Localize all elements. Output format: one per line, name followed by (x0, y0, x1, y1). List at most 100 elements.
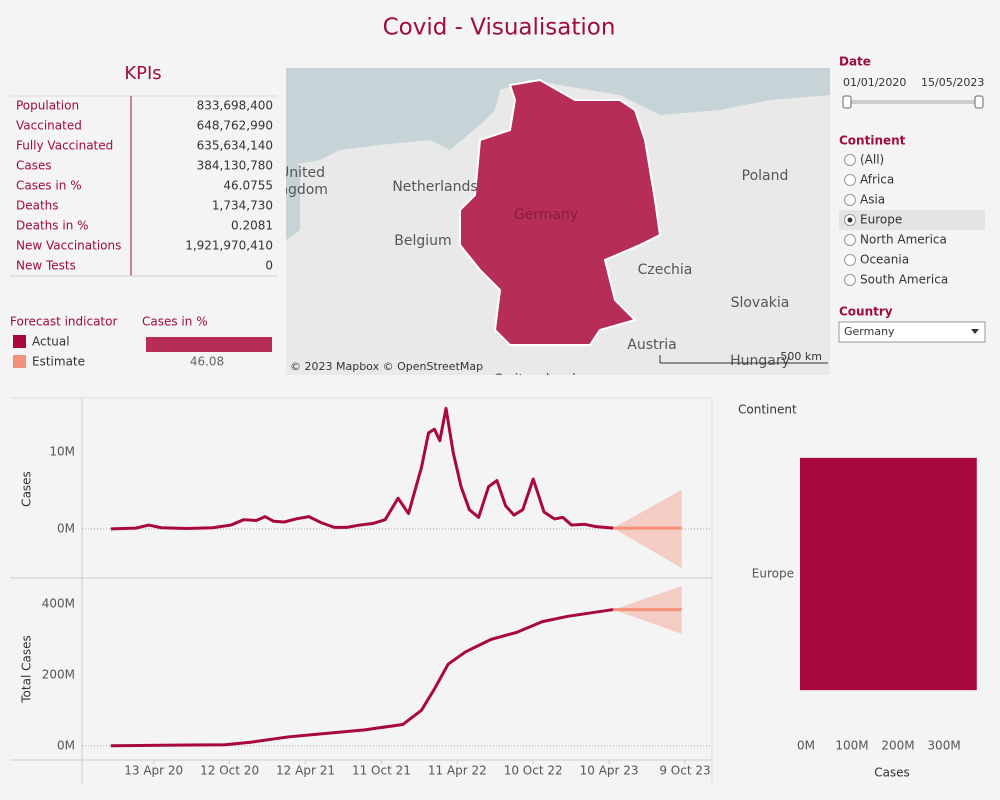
map-labels: Netherlands Belgium Germany Poland Czechia Sl… (266, 165, 790, 388)
bar (800, 457, 977, 691)
y-axis-title: Continent (738, 403, 797, 417)
kpi-label: Deaths in % (16, 219, 89, 233)
cases-pct-title: Cases in % (142, 315, 208, 329)
legend-label: Actual (32, 335, 70, 349)
radio-label: Europe (860, 213, 902, 227)
kpi-value: 46.0755 (223, 179, 273, 193)
map-label: Kingdom (266, 182, 328, 198)
map-label: Poland (742, 168, 789, 184)
charts: 0M 10M Cases 0M 200M 400M 13 Apr 20 12 Oct 20 12… (20, 403, 977, 780)
map-label: Austria (627, 337, 676, 353)
kpi-value: 1,734,730 (212, 199, 273, 213)
y-tick-label: 10M (49, 445, 75, 459)
x-tick-label: 11 Oct 21 (352, 764, 411, 778)
map-label: United (279, 165, 325, 181)
radio[interactable] (844, 274, 856, 286)
y-tick-label: 0M (57, 738, 75, 752)
filter-title: Continent (839, 134, 906, 148)
x-tick-label: 12 Oct 20 (200, 764, 259, 778)
legend-swatch (13, 355, 26, 368)
legend-title: Forecast indicator (10, 315, 117, 329)
kpi-value: 1,921,970,410 (185, 239, 273, 253)
y-axis-title: Total Cases (20, 635, 34, 703)
radio[interactable] (844, 174, 856, 186)
country-dropdown[interactable] (838, 321, 986, 343)
radio-label: South America (860, 273, 948, 287)
radio-label: (All) (860, 153, 884, 167)
y-tick-label: 200M (42, 667, 75, 681)
kpi-label: Fully Vaccinated (16, 139, 113, 153)
x-tick-label: 13 Apr 20 (124, 764, 183, 778)
map-label: Netherlands (392, 179, 477, 195)
x-tick-label: 200M (881, 739, 914, 753)
kpi-value: 384,130,780 (197, 159, 273, 173)
x-axis-title: Cases (874, 766, 910, 780)
map-scale: 500 km (780, 350, 822, 363)
selected-row (839, 210, 985, 230)
x-tick-label: 100M (835, 739, 868, 753)
country-value: Germany (844, 325, 895, 338)
kpi-value: 0.2081 (231, 219, 273, 233)
kpi-title: KPIs (124, 63, 161, 84)
y-tick-label: 400M (42, 596, 75, 610)
cases-pct: 46.08 (146, 337, 272, 369)
line (110, 608, 614, 748)
slider-handle[interactable] (842, 95, 852, 109)
map-sea (286, 160, 300, 240)
kpi-label: Vaccinated (16, 119, 82, 133)
kpi-label: Deaths (16, 199, 59, 213)
line (110, 406, 614, 531)
kpi-value: 635,634,140 (197, 139, 273, 153)
kpi-value: 648,762,990 (197, 119, 273, 133)
x-tick-label: 0M (797, 739, 815, 753)
map-attribution: © 2023 Mapbox © OpenStreetMap (290, 360, 483, 373)
kpi-label: Population (16, 99, 79, 113)
slider-handle[interactable] (974, 95, 984, 109)
legend-label: Estimate (32, 355, 85, 369)
date-slider[interactable] (848, 100, 978, 104)
map: Netherlands Belgium Germany Poland Czechia Sl… (266, 68, 830, 388)
radio-label: Oceania (860, 253, 909, 267)
x-tick-label: 9 Oct 23 (659, 764, 710, 778)
map-label: Switzerland (494, 372, 576, 388)
radio[interactable] (844, 154, 856, 166)
map-label: Czechia (638, 262, 693, 278)
filter-title: Country (839, 305, 893, 319)
kpi-label: New Tests (16, 259, 76, 273)
kpi-value: 833,698,400 (197, 99, 273, 113)
kpi-label: Cases (16, 159, 52, 173)
date-end: 15/05/2023 (921, 76, 984, 89)
radio-label: North America (860, 233, 947, 247)
map-label: Belgium (394, 233, 451, 249)
radio[interactable] (844, 254, 856, 266)
legend-swatch (13, 335, 26, 348)
date-start: 01/01/2020 (843, 76, 906, 89)
radio[interactable] (844, 194, 856, 206)
bar (146, 337, 272, 352)
dashboard-title: Covid - Visualisation (383, 15, 616, 41)
bar-value-label: 46.08 (190, 355, 224, 369)
kpi-label: New Vaccinations (16, 239, 121, 253)
map-label: Slovakia (731, 295, 790, 311)
y-axis-title: Cases (20, 471, 34, 507)
x-tick-label: 300M (927, 739, 960, 753)
dropdown-arrow[interactable] (971, 329, 979, 334)
radio[interactable] (844, 234, 856, 246)
y-tick-label: 0M (57, 521, 75, 535)
x-tick-label: 12 Apr 21 (276, 764, 335, 778)
y-tick-label: Europe (752, 567, 794, 581)
map-country (459, 78, 662, 346)
x-tick-label: 10 Apr 23 (580, 764, 639, 778)
radio-label: Africa (860, 173, 894, 187)
filter-title: Date (839, 55, 871, 69)
x-tick-label: 11 Apr 22 (428, 764, 487, 778)
x-tick-label: 10 Oct 22 (504, 764, 563, 778)
continent-filter: (All) Africa Asia Europe North America Oceani… (839, 153, 985, 287)
kpi-label: Cases in % (16, 179, 82, 193)
map-label: Germany (514, 207, 578, 223)
map-label: Hungary (730, 353, 790, 369)
legend: Actual Estimate (13, 335, 85, 369)
map-sea (286, 68, 830, 170)
